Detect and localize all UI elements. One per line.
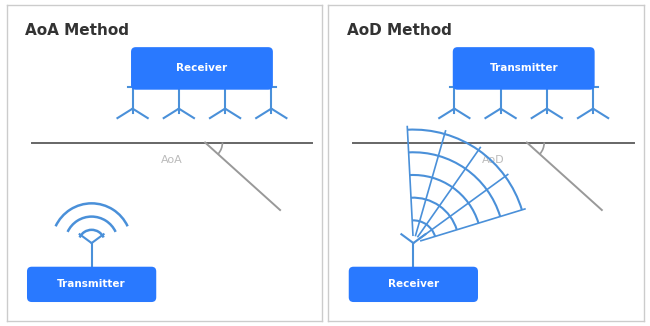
Text: AoD Method: AoD Method [347, 23, 452, 38]
Text: AoA: AoA [161, 155, 183, 165]
FancyBboxPatch shape [131, 47, 273, 90]
Text: Receiver: Receiver [176, 64, 227, 73]
FancyBboxPatch shape [349, 267, 478, 302]
Text: Transmitter: Transmitter [489, 64, 558, 73]
FancyBboxPatch shape [27, 267, 156, 302]
Text: AoD: AoD [482, 155, 505, 165]
Text: Receiver: Receiver [388, 279, 439, 289]
Text: AoA Method: AoA Method [25, 23, 129, 38]
FancyBboxPatch shape [453, 47, 595, 90]
Text: Transmitter: Transmitter [57, 279, 126, 289]
